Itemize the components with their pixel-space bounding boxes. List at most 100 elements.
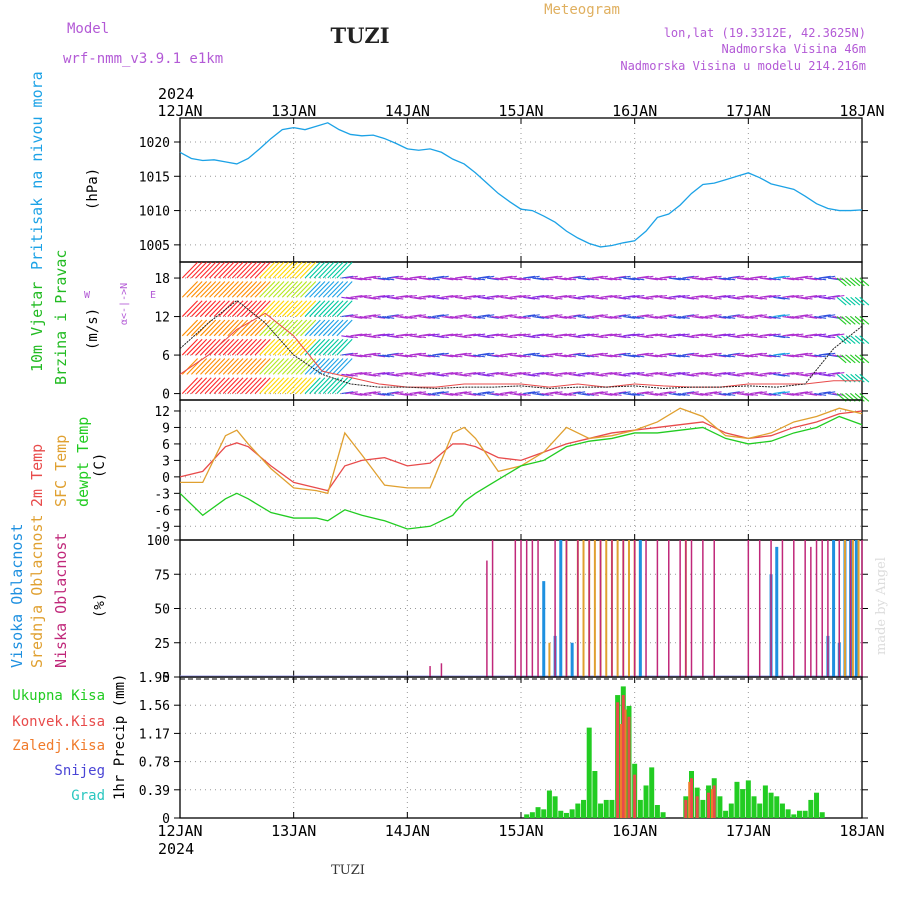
wind-barb (809, 371, 822, 375)
temperature-ytick-label: 9 (162, 421, 170, 436)
wind-barb (322, 377, 339, 394)
wind-barb (404, 393, 418, 396)
wind-barb (391, 352, 404, 356)
wind-barb (668, 333, 681, 337)
wind-barb (823, 296, 836, 300)
wind-barb (527, 296, 540, 300)
wind-barb (682, 335, 695, 339)
wind-barb (445, 371, 458, 375)
wind-barb (523, 335, 536, 339)
wind-barb (404, 277, 418, 281)
precip-bar-0 (802, 810, 808, 818)
wind-barb (777, 335, 790, 339)
wind-barb (259, 261, 276, 279)
wind-barb (268, 377, 285, 394)
wind-barb (650, 333, 663, 337)
wind-barb (450, 354, 463, 358)
wind-barb (536, 393, 549, 396)
wind-barb (768, 393, 781, 396)
wind-barb (800, 373, 813, 377)
wind-barb (595, 352, 608, 356)
wind-barb (231, 338, 249, 356)
temp-ylabel-2: dewpt Temp (74, 417, 92, 507)
wind-barb (350, 316, 363, 319)
wind-barb (564, 294, 577, 298)
wind-barb (814, 316, 827, 319)
wind-barb (659, 275, 672, 279)
wind-barb (245, 358, 262, 375)
wind-barb (805, 294, 818, 298)
wind-barb (673, 294, 686, 298)
precip-unit: 1hr Precip (mm) (112, 674, 128, 800)
wind-barb (859, 277, 870, 287)
wind-barb (618, 373, 631, 377)
wind-barb (509, 393, 522, 396)
wind-barb (386, 335, 399, 339)
wind-barb (341, 296, 354, 300)
wind-barb (673, 393, 686, 396)
wind-barb (659, 314, 672, 318)
wind-barb (204, 261, 221, 279)
wind-barb (495, 277, 508, 281)
wind-barb (259, 338, 276, 356)
header: Model wrf-nmm_v3.9.1 e1km TUZI Meteogram… (63, 2, 866, 73)
wind-barb (582, 277, 595, 281)
wind-barb (364, 275, 377, 279)
wind-barb (682, 352, 695, 356)
wind-barb (359, 316, 372, 319)
wind-barb (600, 294, 613, 298)
wind-barb (623, 333, 636, 337)
wind-barb (259, 300, 276, 317)
wind-barb (441, 294, 454, 298)
clouds-ytick-label: 25 (154, 637, 170, 652)
wind-barb (459, 352, 472, 356)
wind-barb (423, 393, 436, 396)
wind-barb (236, 300, 253, 317)
wind-barb (423, 277, 436, 281)
wind-barb (845, 296, 856, 306)
wind-barb (213, 300, 230, 317)
wind-barb (573, 391, 586, 395)
wind-barb (473, 294, 486, 298)
day-label-bottom: 18JAN (839, 822, 884, 840)
clouds-ytick-label: 75 (154, 568, 170, 583)
wind-barb (218, 319, 235, 337)
wind-barb (464, 316, 477, 319)
wind-barb (222, 377, 239, 394)
wind-barb (286, 261, 303, 279)
wind-barb (727, 391, 740, 395)
wind-barb (527, 391, 540, 395)
wind-barb (850, 296, 861, 306)
wind-barb (714, 294, 727, 298)
wind-barb (627, 333, 640, 337)
wind-barb (741, 316, 754, 319)
wind-barb (545, 352, 558, 356)
wind-barb (331, 300, 349, 317)
wind-barb (764, 354, 777, 358)
precip-bar-1 (695, 796, 699, 818)
wind-barb (391, 275, 404, 279)
wind-barb (555, 277, 568, 281)
wind-barb (673, 277, 686, 281)
wind-barb (545, 335, 558, 339)
wind-barb (468, 294, 481, 298)
precip-ytick-label: 1.95 (139, 671, 170, 686)
wind-barb (691, 277, 704, 281)
wind-barb (691, 333, 704, 337)
wind-barb (341, 373, 354, 377)
wind-barb (427, 393, 440, 396)
wind-barb (577, 371, 590, 375)
wind-barb (382, 393, 395, 396)
precip-bar-1 (707, 792, 711, 818)
wind-barb (854, 316, 865, 325)
wind-barb (536, 354, 549, 358)
wind-barb (309, 261, 326, 279)
wind-barb (281, 300, 299, 317)
wind-barb (586, 393, 599, 396)
wind-unit: (m/s) (85, 308, 101, 350)
wind-barb (391, 314, 404, 318)
wind-barb (318, 358, 335, 375)
wind-barb (414, 391, 427, 395)
wind-barb (204, 358, 221, 375)
wind-barb (331, 261, 349, 279)
